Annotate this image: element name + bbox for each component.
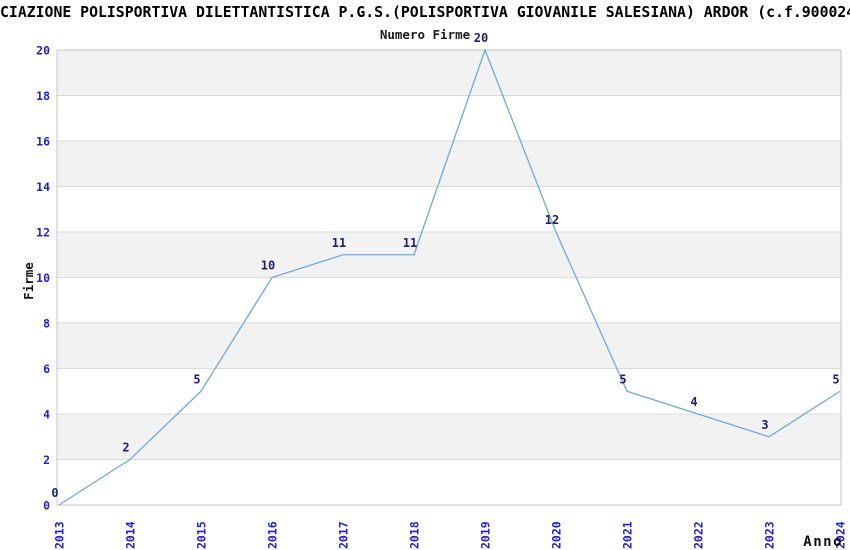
data-point-label: 4	[690, 395, 697, 409]
x-tick-label: 2016	[266, 521, 280, 549]
y-tick-label: 16	[36, 135, 50, 149]
series-line	[58, 48, 841, 506]
y-tick-label: 14	[36, 180, 50, 194]
data-point-label: 11	[403, 236, 417, 250]
data-point-label: 2	[122, 441, 129, 455]
data-point-label: 3	[761, 418, 768, 432]
y-tick-label: 2	[43, 453, 50, 467]
page-title: CIAZIONE POLISPORTIVA DILETTANTISTICA P.…	[0, 4, 850, 21]
x-tick-label: 2013	[53, 521, 67, 549]
band-stripe	[57, 141, 841, 187]
y-tick-label: 4	[43, 408, 50, 422]
y-tick-label: 10	[36, 271, 50, 285]
data-point-label: 20	[474, 31, 488, 45]
band-stripe	[57, 232, 841, 278]
chart-title: Numero Firme	[379, 27, 471, 42]
band-stripe	[57, 414, 841, 460]
y-tick-label: 12	[36, 226, 50, 240]
data-point-label: 5	[832, 372, 839, 386]
band-stripe	[57, 50, 841, 96]
data-point-label: 11	[332, 236, 346, 250]
x-tick-label: 2020	[550, 521, 564, 549]
x-tick-label: 2015	[195, 521, 209, 549]
y-tick-label: 20	[36, 44, 50, 58]
x-tick-label: 2023	[763, 521, 777, 549]
x-tick-label: 2021	[621, 521, 635, 549]
data-point-label: 5	[193, 372, 200, 386]
y-tick-label: 8	[43, 317, 50, 331]
data-point-label: 0	[51, 486, 58, 500]
y-tick-label: 0	[43, 499, 50, 513]
plot-border	[56, 49, 842, 506]
x-tick-label: 2017	[337, 521, 351, 549]
y-tick-label: 6	[43, 362, 50, 376]
band-stripe	[57, 323, 841, 369]
x-tick-label: 2022	[692, 521, 706, 549]
x-axis-title: Anno	[803, 534, 843, 550]
x-tick-label: 2019	[479, 521, 493, 549]
data-point-label: 10	[261, 259, 275, 273]
x-tick-label: 2024	[834, 521, 848, 549]
data-point-label: 5	[619, 372, 626, 386]
y-tick-label: 18	[36, 89, 50, 103]
x-tick-label: 2014	[124, 521, 138, 549]
y-axis-title: Firme	[21, 262, 36, 300]
x-tick-label: 2018	[408, 521, 422, 549]
data-point-label: 12	[545, 213, 559, 227]
